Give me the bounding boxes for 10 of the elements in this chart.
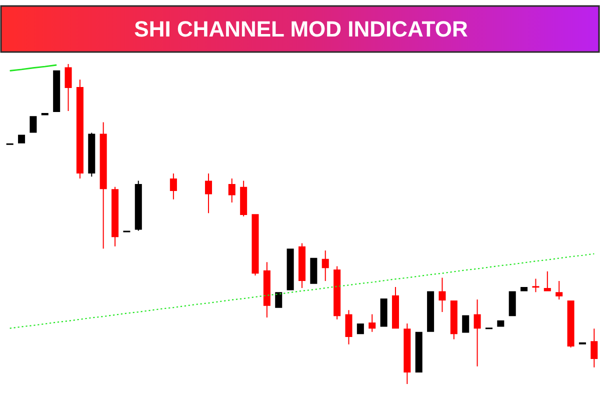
candlestick — [18, 134, 26, 144]
chart-title: SHI CHANNEL MOD INDICATOR — [134, 16, 468, 42]
candlestick — [345, 310, 352, 344]
candlestick — [474, 300, 481, 366]
candlestick — [532, 278, 540, 292]
candlestick — [556, 280, 563, 300]
candlestick — [368, 314, 376, 332]
candlestick — [252, 214, 259, 276]
candlestick — [438, 278, 446, 312]
candlestick — [64, 64, 72, 112]
